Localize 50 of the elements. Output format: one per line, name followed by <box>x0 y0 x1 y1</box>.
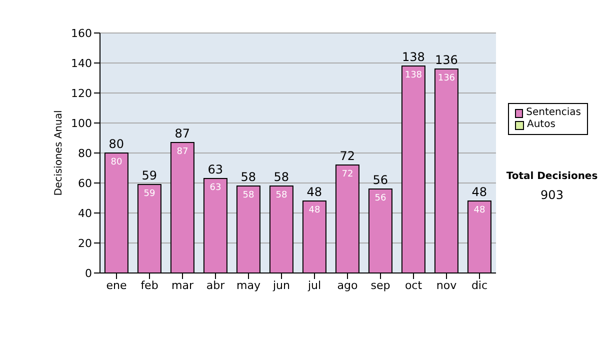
y-tick-label: 160 <box>71 26 92 40</box>
total-label: 59 <box>142 168 158 182</box>
data-label: 72 <box>342 169 354 180</box>
y-axis-title: Decisiones Anual <box>54 110 65 196</box>
x-tick-label: dic <box>471 278 488 292</box>
data-label: 58 <box>276 190 288 200</box>
total-label: 58 <box>274 170 290 184</box>
x-tick-label: jul <box>306 278 322 292</box>
y-tick-label: 40 <box>78 206 92 220</box>
y-tick-label: 140 <box>71 56 92 70</box>
total-label: 58 <box>240 170 256 184</box>
total-label: 63 <box>208 162 224 176</box>
x-tick-label: nov <box>436 278 458 292</box>
data-label: 56 <box>374 193 386 204</box>
y-tick-label: 0 <box>85 266 92 280</box>
text: Total Decisiones <box>505 171 599 182</box>
total-label: 80 <box>108 137 124 151</box>
total-label: 48 <box>472 185 488 199</box>
x-tick-label: mar <box>172 278 194 292</box>
legend-label: Autos <box>527 119 556 131</box>
x-tick-label: oct <box>404 278 423 292</box>
data-label: 87 <box>176 146 188 157</box>
total-label: 56 <box>372 173 388 187</box>
x-tick-label: may <box>236 278 261 292</box>
data-label: 59 <box>144 188 156 199</box>
data-label: 48 <box>474 205 486 216</box>
total-label: 136 <box>434 53 458 67</box>
total-label: 87 <box>174 126 190 140</box>
x-tick-label: jun <box>272 278 290 292</box>
x-tick-label: ago <box>337 278 358 292</box>
x-tick-label: abr <box>206 278 226 292</box>
y-tick-label: 60 <box>78 176 92 190</box>
y-tick-label: 100 <box>71 116 92 130</box>
data-label: 63 <box>210 182 222 193</box>
total-label: 138 <box>402 50 425 64</box>
total-label: 48 <box>306 185 322 199</box>
data-label: 80 <box>110 157 122 168</box>
y-tick-label: 20 <box>78 236 92 250</box>
x-tick-label: ene <box>106 278 127 292</box>
y-tick-label: 120 <box>71 86 92 100</box>
data-label: 58 <box>242 190 254 200</box>
data-label: 136 <box>438 73 456 84</box>
x-tick-label: feb <box>140 278 158 292</box>
data-label: 138 <box>404 70 422 80</box>
legend-label: Sentencias <box>526 107 581 119</box>
total-label: 72 <box>340 149 356 163</box>
data-label: 48 <box>308 205 320 216</box>
x-tick-label: sep <box>370 278 390 292</box>
text: 903 <box>540 188 564 202</box>
y-tick-label: 80 <box>78 146 92 160</box>
